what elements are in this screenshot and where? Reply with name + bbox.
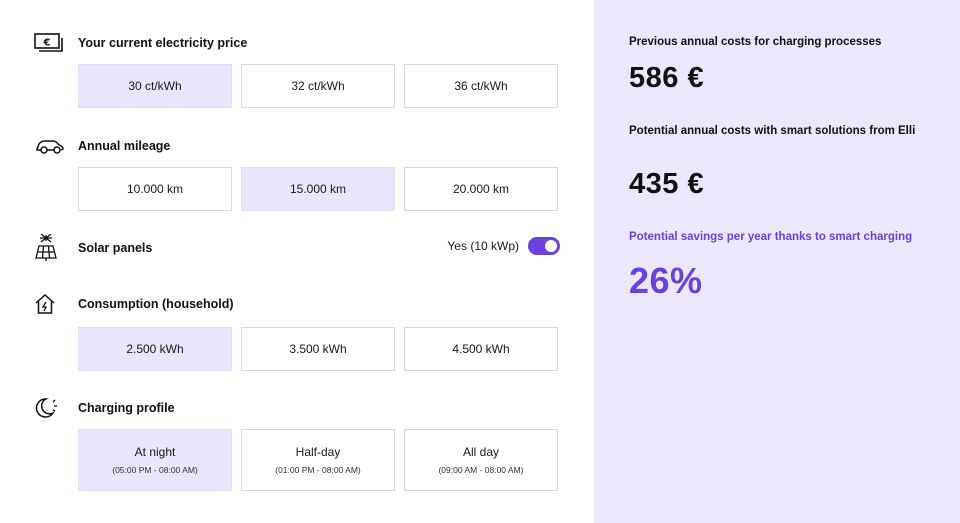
profile-option-hours: (01:00 PM - 08:00 AM) <box>275 465 361 475</box>
potential-costs-label: Potential annual costs with smart soluti… <box>629 125 916 137</box>
mileage-option-20000[interactable]: 20.000 km <box>404 167 558 211</box>
profile-option-half-day[interactable]: Half-day (01:00 PM - 08:00 AM) <box>241 429 395 491</box>
solar-toggle-label: Yes (10 kWp) <box>447 239 519 253</box>
previous-costs-label: Previous annual costs for charging proce… <box>629 36 882 48</box>
toggle-knob <box>545 240 557 252</box>
profile-option-hours: (09:00 AM - 08:00 AM) <box>438 465 524 475</box>
electricity-price-header: € Your current electricity price <box>34 31 247 55</box>
consumption-header: Consumption (household) <box>34 292 234 316</box>
price-option-36[interactable]: 36 ct/kWh <box>404 64 558 108</box>
profile-option-label: Half-day <box>295 445 341 459</box>
annual-mileage-title: Annual mileage <box>78 139 171 153</box>
previous-costs-value: 586 € <box>629 62 705 94</box>
solar-panels-title: Solar panels <box>78 241 153 255</box>
consumption-option-2500[interactable]: 2.500 kWh <box>78 327 232 371</box>
electricity-price-title: Your current electricity price <box>78 36 248 50</box>
profile-option-all-day[interactable]: All day (09:00 AM - 08:00 AM) <box>404 429 558 491</box>
annual-mileage-options: 10.000 km 15.000 km 20.000 km <box>78 167 558 211</box>
consumption-options: 2.500 kWh 3.500 kWh 4.500 kWh <box>78 327 558 371</box>
solar-panels-header: Solar panels <box>34 234 152 261</box>
euro-banknote-icon: € <box>34 31 66 55</box>
solar-panels-toggle-group: Yes (10 kWp) <box>447 237 560 255</box>
profile-option-hours: (05:00 PM - 08:00 AM) <box>112 465 198 475</box>
electricity-price-options: 30 ct/kWh 32 ct/kWh 36 ct/kWh <box>78 64 558 108</box>
moon-sun-icon <box>34 396 66 420</box>
price-option-30[interactable]: 30 ct/kWh <box>78 64 232 108</box>
profile-option-night[interactable]: At night (05:00 PM - 08:00 AM) <box>78 429 232 491</box>
potential-costs-value: 435 € <box>629 168 705 200</box>
svg-text:€: € <box>43 38 51 49</box>
consumption-option-3500[interactable]: 3.500 kWh <box>241 327 395 371</box>
profile-option-label: All day <box>462 445 500 459</box>
annual-mileage-header: Annual mileage <box>34 134 170 158</box>
calculator-options-panel: € Your current electricity price 30 ct/k… <box>34 31 560 491</box>
price-option-32[interactable]: 32 ct/kWh <box>241 64 395 108</box>
profile-option-label: At night <box>134 445 176 459</box>
charging-profile-header: Charging profile <box>34 396 175 420</box>
consumption-title: Consumption (household) <box>78 297 234 311</box>
savings-value: 26% <box>629 260 703 301</box>
mileage-option-15000[interactable]: 15.000 km <box>241 167 395 211</box>
solar-panel-icon <box>34 234 66 261</box>
charging-profile-title: Charging profile <box>78 401 175 415</box>
solar-panels-toggle[interactable] <box>528 237 560 255</box>
savings-label: Potential savings per year thanks to sma… <box>629 231 913 243</box>
charging-profile-options: At night (05:00 PM - 08:00 AM) Half-day … <box>78 429 558 491</box>
results-panel: Previous annual costs for charging proce… <box>594 0 960 523</box>
house-icon <box>34 292 66 316</box>
consumption-option-4500[interactable]: 4.500 kWh <box>404 327 558 371</box>
car-icon <box>34 134 66 158</box>
mileage-option-10000[interactable]: 10.000 km <box>78 167 232 211</box>
